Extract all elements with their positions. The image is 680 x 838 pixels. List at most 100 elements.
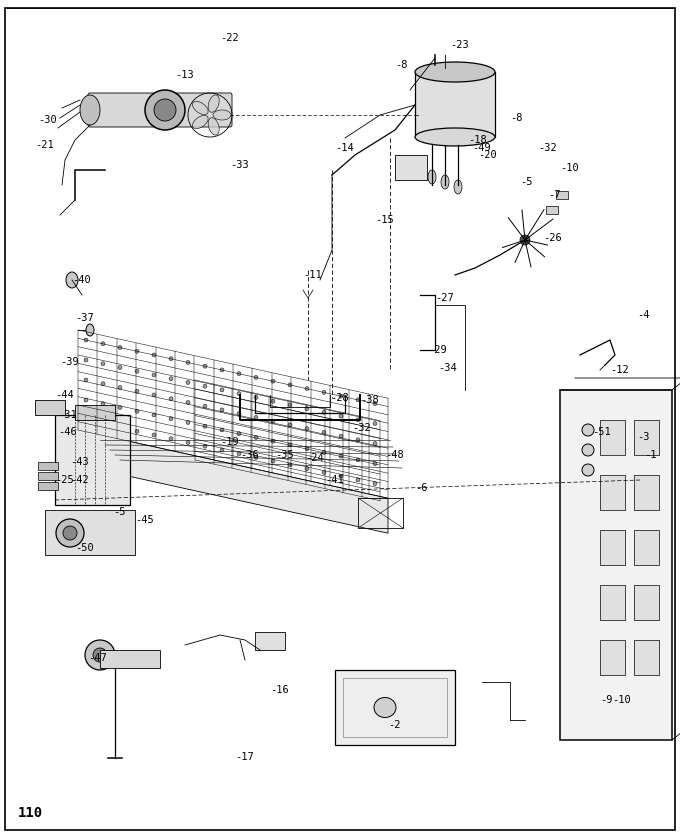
Ellipse shape [135, 370, 139, 373]
Text: -39: -39 [60, 357, 79, 367]
Ellipse shape [84, 358, 88, 362]
Ellipse shape [154, 99, 176, 121]
Bar [634, 475, 659, 510]
Text: -43: -43 [70, 457, 89, 467]
Text: -16: -16 [270, 685, 289, 695]
Polygon shape [78, 430, 388, 533]
Text: -18: -18 [468, 135, 487, 145]
Ellipse shape [322, 470, 326, 474]
Bar [38, 482, 58, 490]
Bar [38, 472, 58, 480]
Bar [560, 390, 672, 740]
Text: -41: -41 [325, 475, 344, 485]
Ellipse shape [192, 101, 208, 115]
Ellipse shape [288, 403, 292, 407]
Ellipse shape [254, 455, 258, 459]
Text: -26: -26 [543, 233, 562, 243]
Text: -4: -4 [637, 310, 649, 320]
Ellipse shape [254, 396, 258, 400]
Text: -32: -32 [352, 423, 371, 433]
Ellipse shape [186, 401, 190, 405]
Text: -29: -29 [428, 345, 447, 355]
Ellipse shape [101, 382, 105, 385]
Bar [600, 475, 625, 510]
Text: -34: -34 [438, 363, 457, 373]
Ellipse shape [356, 458, 360, 462]
Ellipse shape [237, 432, 241, 436]
Text: -27: -27 [435, 293, 454, 303]
Ellipse shape [118, 385, 122, 390]
Text: -30: -30 [38, 115, 56, 125]
Ellipse shape [208, 117, 219, 135]
Ellipse shape [169, 357, 173, 360]
Text: -21: -21 [35, 140, 54, 150]
Text: -33: -33 [230, 160, 249, 170]
Ellipse shape [192, 116, 208, 129]
Ellipse shape [339, 394, 343, 398]
Bar [335, 670, 455, 745]
Ellipse shape [254, 375, 258, 380]
Bar [358, 498, 403, 528]
Ellipse shape [373, 401, 377, 406]
Ellipse shape [428, 170, 436, 184]
Bar [600, 530, 625, 565]
Bar [75, 405, 115, 420]
Ellipse shape [203, 365, 207, 368]
Text: -35: -35 [275, 450, 294, 460]
Ellipse shape [356, 437, 360, 442]
Ellipse shape [118, 365, 122, 370]
Bar [343, 678, 447, 737]
Text: -37: -37 [75, 313, 94, 323]
Text: -24: -24 [305, 453, 324, 463]
Ellipse shape [169, 377, 173, 380]
Text: 110: 110 [18, 806, 43, 820]
Bar [634, 530, 659, 565]
Ellipse shape [356, 398, 360, 402]
Text: -15: -15 [375, 215, 394, 225]
Ellipse shape [169, 437, 173, 441]
Ellipse shape [254, 416, 258, 419]
Ellipse shape [135, 349, 139, 354]
Ellipse shape [84, 398, 88, 402]
Ellipse shape [66, 272, 78, 288]
Ellipse shape [322, 411, 326, 414]
Ellipse shape [271, 419, 275, 423]
Ellipse shape [322, 450, 326, 454]
Ellipse shape [203, 444, 207, 448]
Ellipse shape [356, 418, 360, 422]
Ellipse shape [101, 401, 105, 406]
Ellipse shape [454, 180, 462, 194]
Text: -19: -19 [220, 437, 239, 447]
Ellipse shape [271, 439, 275, 443]
Ellipse shape [186, 360, 190, 365]
Ellipse shape [582, 444, 594, 456]
Ellipse shape [582, 464, 594, 476]
Text: -42: -42 [70, 475, 89, 485]
Text: -2: -2 [388, 720, 401, 730]
Ellipse shape [213, 110, 231, 120]
Bar [38, 462, 58, 470]
Bar [255, 632, 285, 650]
Ellipse shape [203, 384, 207, 388]
Ellipse shape [135, 429, 139, 433]
Ellipse shape [373, 442, 377, 446]
Ellipse shape [373, 422, 377, 426]
Ellipse shape [339, 474, 343, 478]
Text: -32: -32 [538, 143, 557, 153]
Ellipse shape [208, 95, 219, 112]
Ellipse shape [237, 372, 241, 375]
Text: -28: -28 [330, 393, 349, 403]
Ellipse shape [152, 373, 156, 377]
Ellipse shape [520, 235, 530, 245]
Ellipse shape [56, 519, 84, 547]
Ellipse shape [84, 378, 88, 382]
Ellipse shape [582, 424, 594, 436]
Ellipse shape [288, 442, 292, 447]
Ellipse shape [374, 697, 396, 717]
Ellipse shape [220, 408, 224, 412]
Ellipse shape [186, 380, 190, 385]
Ellipse shape [220, 368, 224, 372]
Text: -31: -31 [58, 410, 77, 420]
Text: -7: -7 [548, 190, 560, 200]
Ellipse shape [101, 362, 105, 365]
